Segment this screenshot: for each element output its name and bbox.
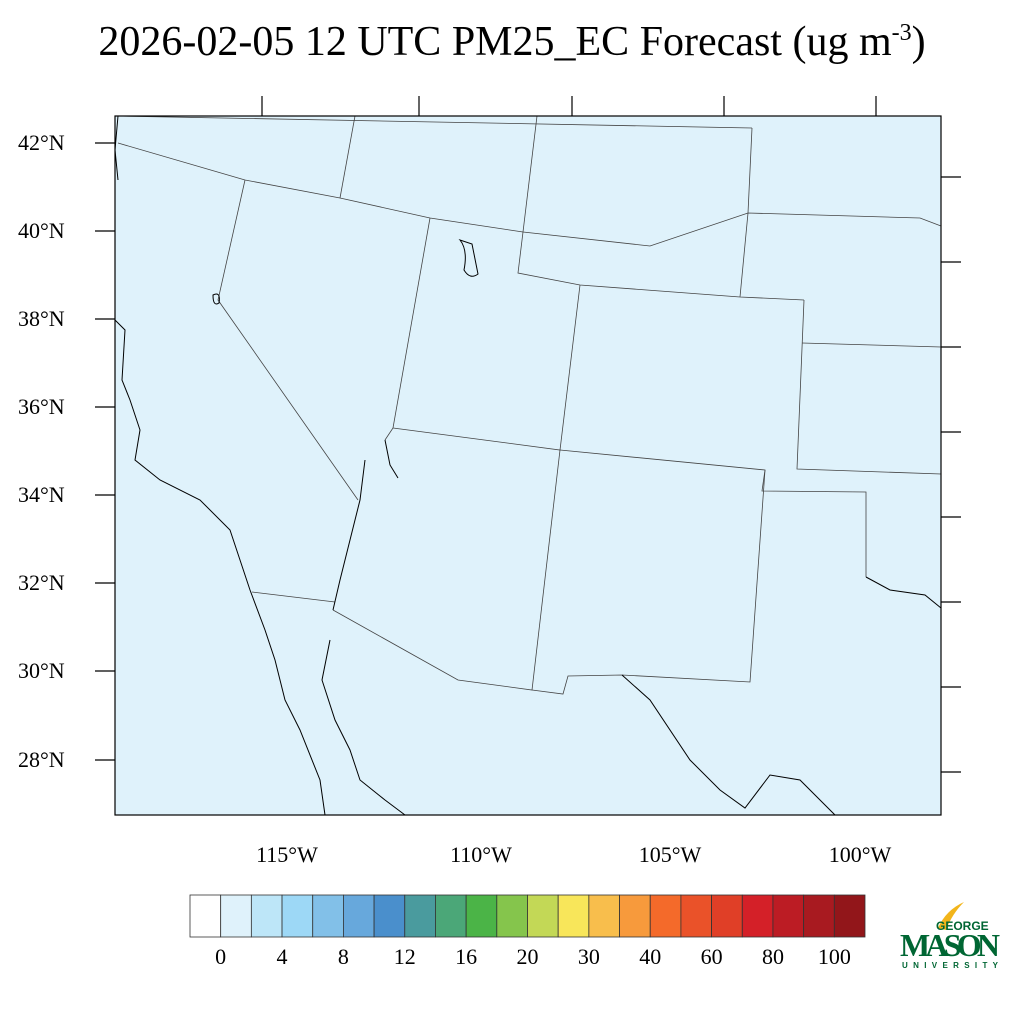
colorbar-label: 30	[577, 944, 600, 969]
map-frame	[114, 115, 942, 816]
lon-label: 100°W	[828, 842, 892, 867]
lat-label: 38°N	[18, 306, 65, 331]
logo-george: GEORGE	[936, 919, 989, 933]
colorbar-box	[189, 894, 222, 938]
lat-label: 36°N	[18, 394, 65, 419]
george-mason-logo: GEORGE MASON UNIVERSITY	[898, 900, 1002, 970]
lat-label: 40°N	[18, 218, 65, 243]
colorbar-box	[343, 894, 375, 938]
colorbar-box	[557, 894, 590, 938]
colorbar-box	[465, 894, 498, 938]
logo-mason: MASON	[900, 927, 1000, 963]
colorbar-box	[435, 894, 467, 938]
colorbar-label: 60	[700, 944, 723, 969]
title-text: 2026-02-05 12 UTC PM25_EC Forecast (ug m	[98, 19, 892, 65]
colorbar-label: 8	[337, 944, 349, 969]
colorbar-box	[772, 894, 805, 938]
state-borders	[117, 115, 942, 695]
colorbar-label: 12	[393, 944, 416, 969]
lon-label: 105°W	[638, 842, 702, 867]
colorbar-box	[312, 894, 344, 938]
title-unit-exponent: -3	[891, 20, 912, 46]
colorbar-label: 80	[761, 944, 784, 969]
colorbar-box	[496, 894, 528, 938]
colorbar-box	[281, 894, 314, 938]
colorbar-label: 100	[817, 944, 851, 969]
lat-label: 30°N	[18, 658, 65, 683]
colorbar-box	[220, 894, 252, 938]
title-close: )	[911, 19, 926, 65]
axis-ticks	[95, 96, 961, 773]
colorbar-box	[649, 894, 682, 938]
colorbar-label: 20	[516, 944, 539, 969]
colorbar-box	[588, 894, 620, 938]
colorbar-box	[250, 894, 283, 938]
colorbar-box	[404, 894, 436, 938]
coastlines	[114, 115, 942, 816]
colorbar-box	[803, 894, 835, 938]
colorbar-box	[711, 894, 743, 938]
lat-label: 34°N	[18, 482, 65, 507]
colorbar-box	[741, 894, 774, 938]
colorbar-box	[373, 894, 406, 938]
colorbar-box	[680, 894, 712, 938]
lat-label: 42°N	[18, 130, 65, 155]
colorbar-box	[527, 894, 559, 938]
map-title: 2026-02-05 12 UTC PM25_EC Forecast (ug m…	[0, 18, 1024, 66]
colorbar-label: 16	[455, 944, 478, 969]
lon-label: 110°W	[450, 842, 512, 867]
colorbar-label: 4	[276, 944, 288, 969]
colorbar-label: 0	[215, 944, 227, 969]
colorbar-box	[619, 894, 651, 938]
map-field	[115, 116, 941, 815]
logo-flame-icon	[938, 902, 964, 930]
lat-label: 32°N	[18, 570, 65, 595]
colorbar-label: 40	[639, 944, 662, 969]
lat-label: 28°N	[18, 747, 65, 772]
lon-label: 115°W	[256, 842, 318, 867]
logo-graphic: GEORGE MASON UNIVERSITY	[900, 902, 1000, 970]
colorbar	[189, 894, 866, 938]
colorbar-box	[833, 894, 866, 938]
